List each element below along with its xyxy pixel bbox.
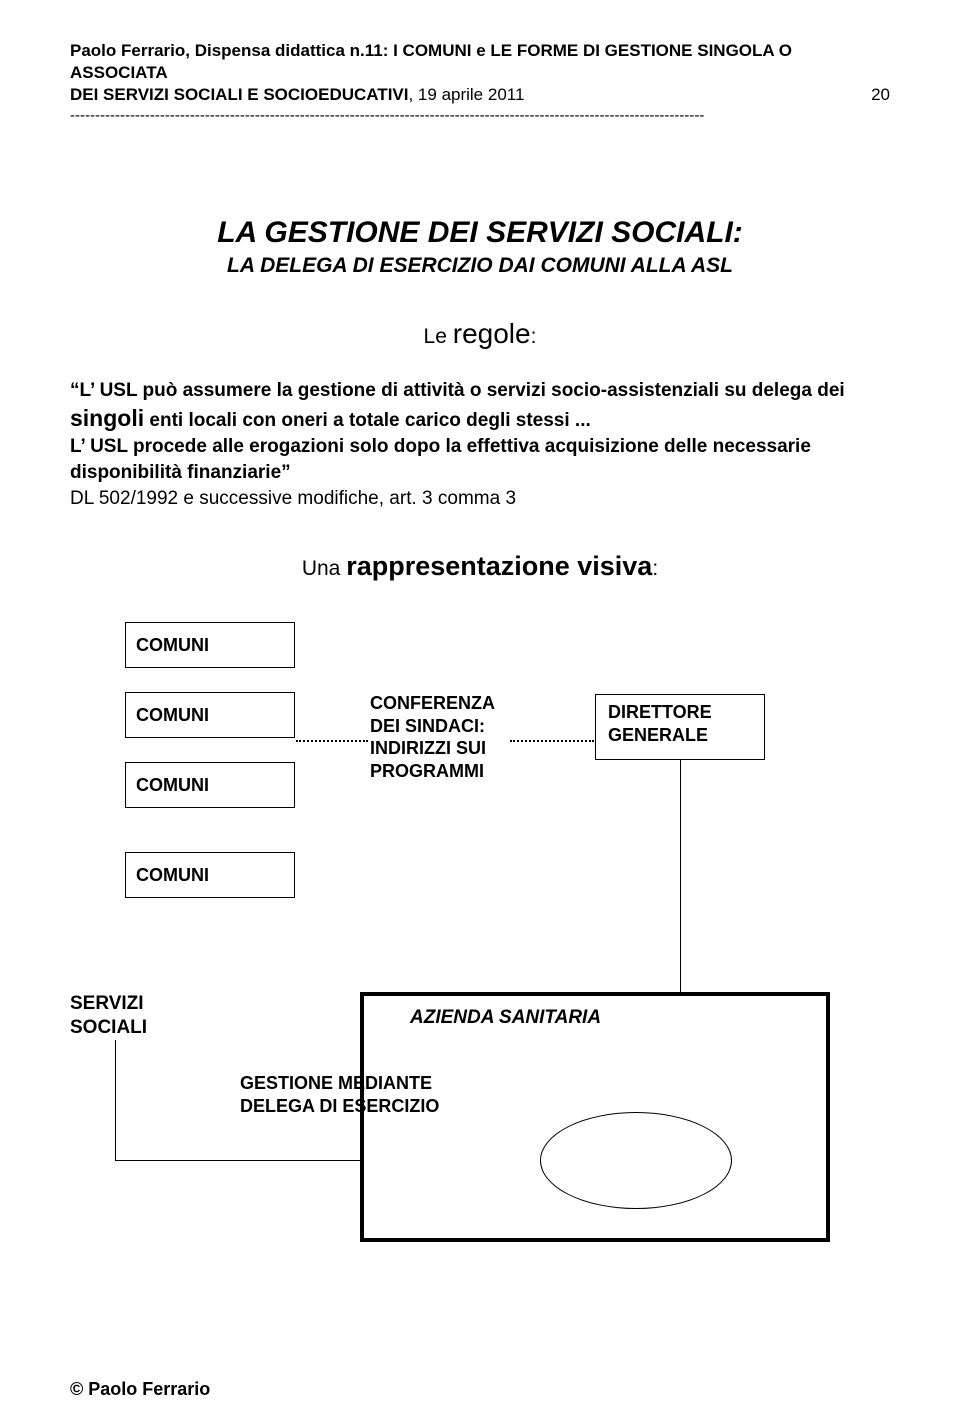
header-date: , 19 aprile 2011	[408, 85, 524, 104]
quote-ref: DL 502/1992 e successive modifiche, art.…	[70, 488, 516, 509]
dotted-connector-1	[296, 740, 368, 742]
footer-copyright: © Paolo Ferrario	[70, 1379, 210, 1400]
vline-direttore-azienda	[680, 760, 681, 992]
header-separator: ----------------------------------------…	[70, 106, 890, 126]
regole-heading: Le regole:	[70, 318, 890, 350]
comuni-label: COMUNI	[136, 865, 209, 886]
rap-prefix: Una	[302, 557, 346, 580]
azienda-sanitaria-title: AZIENDA SANITARIA	[410, 1007, 601, 1029]
subtitle: LA DELEGA DI ESERCIZIO DAI COMUNI ALLA A…	[70, 254, 890, 278]
ellipse-shape	[540, 1112, 732, 1209]
comuni-label: COMUNI	[136, 705, 209, 726]
conferenza-block: CONFERENZA DEI SINDACI: INDIRIZZI SUI PR…	[370, 692, 495, 782]
regole-suffix: :	[531, 325, 537, 348]
comuni-box-1: COMUNI	[125, 622, 295, 668]
quote-block: “L’ USL può assumere la gestione di atti…	[70, 378, 890, 512]
gestione-l1: GESTIONE MEDIANTE	[240, 1073, 432, 1093]
comuni-box-3: COMUNI	[125, 762, 295, 808]
servizi-l2: SOCIALI	[70, 1017, 147, 1038]
gestione-label: GESTIONE MEDIANTE DELEGA DI ESERCIZIO	[240, 1072, 439, 1117]
quote-part2: enti locali con oneri a totale carico de…	[144, 410, 591, 431]
rap-suffix: :	[652, 557, 658, 580]
conferenza-l2: DEI SINDACI:	[370, 716, 485, 736]
page-number: 20	[871, 84, 890, 106]
diagram: COMUNI COMUNI COMUNI COMUNI CONFERENZA D…	[70, 622, 890, 1242]
direttore-box: DIRETTORE GENERALE	[595, 694, 765, 760]
page-header: Paolo Ferrario, Dispensa didattica n.11:…	[70, 40, 890, 126]
vline-servizi	[115, 1040, 116, 1160]
direttore-l2: GENERALE	[608, 725, 708, 745]
quote-emphasis: singoli	[70, 405, 144, 431]
quote-part1: “L’ USL può assumere la gestione di atti…	[70, 380, 845, 401]
direttore-l1: DIRETTORE	[608, 702, 712, 722]
comuni-label: COMUNI	[136, 775, 209, 796]
conferenza-l3: INDIRIZZI SUI	[370, 738, 486, 758]
comuni-label: COMUNI	[136, 635, 209, 656]
quote-part3: L’ USL procede alle erogazioni solo dopo…	[70, 436, 811, 483]
hline-servizi-to-box	[115, 1160, 360, 1161]
regole-word: regole	[453, 318, 531, 349]
representation-heading: Una rappresentazione visiva:	[70, 551, 890, 582]
main-title: LA GESTIONE DEI SERVIZI SOCIALI:	[70, 216, 890, 250]
header-title-2: DEI SERVIZI SOCIALI E SOCIOEDUCATIVI	[70, 85, 408, 104]
servizi-sociali-label: SERVIZI SOCIALI	[70, 992, 147, 1040]
dotted-connector-2	[510, 740, 594, 742]
comuni-box-4: COMUNI	[125, 852, 295, 898]
comuni-box-2: COMUNI	[125, 692, 295, 738]
servizi-l1: SERVIZI	[70, 993, 144, 1014]
conferenza-l1: CONFERENZA	[370, 693, 495, 713]
rap-main: rappresentazione visiva	[346, 551, 652, 581]
header-author: Paolo Ferrario, Dispensa didattica n.11:	[70, 41, 393, 60]
conferenza-l4: PROGRAMMI	[370, 761, 484, 781]
gestione-l2: DELEGA DI ESERCIZIO	[240, 1096, 439, 1116]
regole-prefix: Le	[424, 325, 453, 348]
